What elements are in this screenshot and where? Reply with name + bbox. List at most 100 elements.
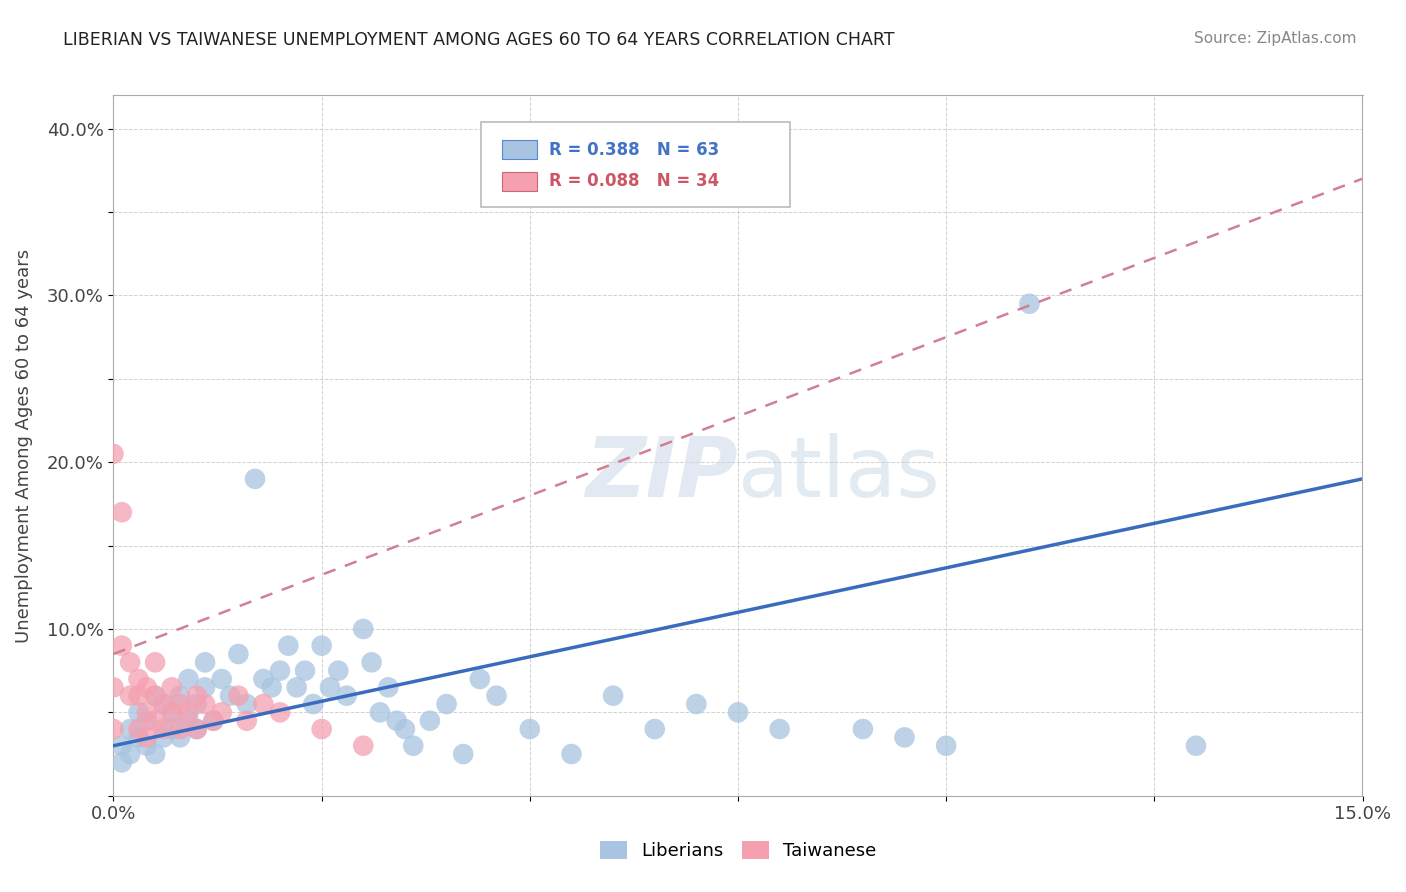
Point	[294, 664, 316, 678]
Point	[260, 681, 283, 695]
Point	[186, 697, 208, 711]
Point	[451, 747, 474, 761]
Point	[143, 689, 166, 703]
Point	[160, 706, 183, 720]
Point	[852, 722, 875, 736]
Point	[202, 714, 225, 728]
Point	[519, 722, 541, 736]
Text: atlas: atlas	[738, 433, 939, 514]
Point	[120, 656, 142, 670]
Point	[111, 505, 134, 519]
Point	[211, 706, 233, 720]
Text: R = 0.088   N = 34: R = 0.088 N = 34	[548, 172, 718, 190]
Point	[160, 681, 183, 695]
Point	[152, 697, 174, 711]
Point	[169, 722, 191, 736]
Point	[169, 731, 191, 745]
Text: R = 0.388   N = 63: R = 0.388 N = 63	[548, 141, 718, 159]
Point	[243, 472, 266, 486]
Point	[644, 722, 666, 736]
Point	[468, 672, 491, 686]
Point	[143, 656, 166, 670]
Point	[120, 689, 142, 703]
Point	[127, 706, 149, 720]
Point	[194, 697, 217, 711]
Point	[252, 697, 274, 711]
Point	[111, 639, 134, 653]
Point	[685, 697, 707, 711]
Point	[103, 447, 125, 461]
Point	[352, 622, 374, 636]
Point	[135, 681, 157, 695]
Point	[135, 731, 157, 745]
Text: Source: ZipAtlas.com: Source: ZipAtlas.com	[1194, 31, 1357, 46]
Point	[194, 681, 217, 695]
Point	[103, 722, 125, 736]
Point	[311, 722, 333, 736]
Point	[177, 706, 200, 720]
Point	[120, 722, 142, 736]
Point	[328, 664, 350, 678]
Point	[194, 656, 217, 670]
Point	[311, 639, 333, 653]
Point	[169, 697, 191, 711]
Point	[385, 714, 408, 728]
Point	[103, 681, 125, 695]
Y-axis label: Unemployment Among Ages 60 to 64 years: Unemployment Among Ages 60 to 64 years	[15, 249, 32, 642]
Point	[436, 697, 458, 711]
Point	[269, 664, 291, 678]
Point	[893, 731, 915, 745]
Point	[319, 681, 342, 695]
Point	[768, 722, 790, 736]
Point	[219, 689, 242, 703]
Point	[1185, 739, 1208, 753]
Point	[177, 714, 200, 728]
Point	[302, 697, 325, 711]
Point	[211, 672, 233, 686]
Point	[252, 672, 274, 686]
Point	[160, 706, 183, 720]
Point	[186, 689, 208, 703]
Point	[127, 689, 149, 703]
Point	[143, 689, 166, 703]
Point	[602, 689, 624, 703]
Point	[228, 689, 250, 703]
Point	[352, 739, 374, 753]
Point	[177, 672, 200, 686]
Point	[152, 697, 174, 711]
Point	[235, 714, 257, 728]
Point	[377, 681, 399, 695]
Legend: Liberians, Taiwanese: Liberians, Taiwanese	[592, 833, 883, 867]
Point	[485, 689, 508, 703]
Point	[169, 689, 191, 703]
Point	[560, 747, 582, 761]
Point	[160, 722, 183, 736]
Point	[285, 681, 308, 695]
Point	[727, 706, 749, 720]
Point	[394, 722, 416, 736]
Point	[368, 706, 391, 720]
Point	[127, 672, 149, 686]
Point	[120, 747, 142, 761]
Point	[111, 739, 134, 753]
Point	[152, 731, 174, 745]
Point	[186, 722, 208, 736]
Point	[135, 714, 157, 728]
Text: LIBERIAN VS TAIWANESE UNEMPLOYMENT AMONG AGES 60 TO 64 YEARS CORRELATION CHART: LIBERIAN VS TAIWANESE UNEMPLOYMENT AMONG…	[63, 31, 894, 49]
Point	[1018, 297, 1040, 311]
Point	[235, 697, 257, 711]
Point	[402, 739, 425, 753]
Point	[135, 706, 157, 720]
Text: ZIP: ZIP	[585, 433, 738, 514]
Point	[202, 714, 225, 728]
Point	[935, 739, 957, 753]
Point	[143, 747, 166, 761]
Point	[135, 739, 157, 753]
Point	[186, 722, 208, 736]
Point	[419, 714, 441, 728]
Point	[143, 714, 166, 728]
Point	[269, 706, 291, 720]
Point	[127, 731, 149, 745]
Point	[360, 656, 382, 670]
Point	[336, 689, 359, 703]
